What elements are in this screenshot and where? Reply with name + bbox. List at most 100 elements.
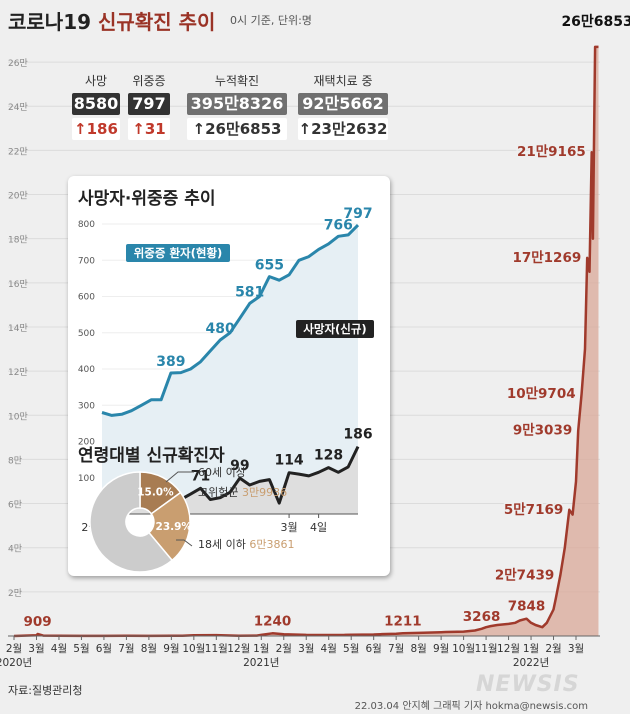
x-tick-label: 9월: [433, 643, 449, 655]
page-title: 코로나19 신규확진 추이: [8, 6, 215, 35]
y-tick-label: 2만: [8, 588, 22, 599]
death-area: [102, 446, 358, 514]
inset-y-tick: 200: [78, 438, 95, 448]
death-legend: 사망자(신규): [296, 320, 374, 338]
data-label: 7848: [508, 599, 546, 615]
data-label: 1240: [254, 613, 292, 629]
year-label: 2021년: [243, 657, 279, 669]
severe-line: [101, 224, 360, 417]
x-tick-label: 7월: [118, 643, 134, 655]
data-label: 9만3039: [513, 423, 572, 439]
year-label: 2020년: [0, 657, 32, 669]
pie-callout-young: 18세 이하 6만3861: [198, 537, 294, 551]
newsis-logo: NEWSIS: [476, 672, 580, 697]
title-part2: 신규확진 추이: [98, 10, 216, 34]
pie-callout-line: [165, 471, 194, 483]
inset-y-tick: 100: [78, 474, 95, 484]
y-tick-label: 14만: [8, 323, 28, 334]
pie-callout-line-2: [176, 539, 193, 547]
data-label: 5만7169: [504, 502, 563, 518]
title-part1: 코로나19: [8, 10, 92, 34]
severe-area: [102, 225, 358, 514]
data-label: 3268: [463, 609, 501, 625]
age-chart-title: 연령대별 신규확진자: [78, 446, 225, 466]
data-label: 21만9165: [517, 144, 586, 160]
stat-label-2: 누적확진: [214, 74, 260, 88]
x-tick-label: 5월: [73, 643, 89, 655]
pie-slice-label: 15.0%: [137, 487, 174, 499]
x-tick-label: 4월: [51, 643, 67, 655]
deaths-severe-chart: 1002003004005006007008003894805816557667…: [78, 206, 374, 573]
death-data-label: 71: [191, 468, 210, 484]
data-label: 2만7439: [495, 567, 554, 583]
pie-callout-old-1: 60세 이상: [198, 466, 246, 479]
inset-x-tick-label: 4일: [310, 520, 327, 534]
pie-callout-old-count: 3만9936: [242, 486, 287, 499]
y-tick-label: 8만: [8, 455, 22, 466]
severe-data-label: 655: [255, 258, 284, 274]
x-tick-label: 8월: [410, 643, 426, 655]
x-tick-label: 3월: [28, 643, 44, 655]
stat-change-3: ↑23만2632: [298, 118, 388, 140]
stat-label-0: 사망: [84, 74, 108, 88]
y-tick-label: 22만: [8, 146, 28, 157]
stat-label-1: 위중증: [132, 74, 166, 88]
stat-change-2: ↑26만6853: [187, 118, 287, 140]
pie-slice: [89, 471, 174, 573]
pie-callout-old-2: 고위험군 3만9936: [198, 486, 287, 499]
y-tick-label: 4만: [8, 544, 22, 555]
inset-y-tick: 600: [78, 293, 95, 303]
severe-data-label: 389: [156, 354, 185, 370]
severe-data-label: 766: [324, 217, 353, 233]
y-tick-label: 20만: [8, 191, 28, 202]
pie-slice-label: 23.9%: [156, 521, 193, 533]
x-tick-label: 1월: [253, 643, 269, 655]
severe-data-label: 581: [235, 284, 264, 300]
x-tick-label: 6월: [96, 643, 112, 655]
y-tick-label: 24만: [8, 102, 28, 113]
death-legend-label: 사망자(신규): [303, 322, 366, 336]
x-tick-label: 11월: [205, 643, 228, 655]
inset-y-tick: 400: [78, 365, 95, 375]
y-tick-label: 26만: [8, 58, 28, 69]
x-tick-label: 9월: [163, 643, 179, 655]
y-tick-label: 10만: [8, 411, 28, 422]
data-label: 909: [24, 614, 52, 630]
stat-value-1: 797: [128, 93, 170, 115]
death-data-label: 128: [314, 448, 343, 464]
data-label: 17만1269: [512, 250, 581, 266]
data-label: 1211: [384, 613, 422, 629]
death-legend-box: [296, 320, 374, 338]
death-data-label: 186: [343, 427, 372, 443]
x-tick-label: 2월: [545, 643, 561, 655]
stat-value-3: 92만5662: [298, 93, 388, 115]
stat-label-3: 재택치료 중: [313, 74, 373, 88]
inset-y-tick: 500: [78, 329, 95, 339]
x-tick-label: 1월: [523, 643, 539, 655]
x-tick-label: 2월: [6, 643, 22, 655]
severe-data-label: 480: [206, 321, 235, 337]
x-tick-label: 8월: [141, 643, 157, 655]
data-label: 26만6853: [561, 14, 630, 30]
x-tick-label: 5월: [343, 643, 359, 655]
x-tick-label: 3월: [298, 643, 314, 655]
death-data-label: 99: [230, 458, 249, 474]
pie-callout-young-count: 6만3861: [249, 538, 294, 551]
y-tick-label: 16만: [8, 279, 28, 290]
inset-x-tick-label: 3월: [281, 521, 298, 534]
year-label: 2022년: [513, 657, 549, 669]
x-tick-label: 4월: [321, 643, 337, 655]
x-tick-label: 12월: [227, 643, 250, 655]
x-tick-label: 2월: [276, 643, 292, 655]
inset-y-tick: 800: [78, 220, 95, 230]
x-tick-label: 12월: [497, 643, 520, 655]
severe-data-label: 797: [343, 206, 372, 222]
source-note: 자료:질병관리청: [8, 684, 83, 697]
severe-legend-label: 위중증 환자(현황): [134, 246, 223, 260]
stat-change-0: ↑186: [72, 118, 120, 140]
death-data-label: 114: [274, 453, 303, 469]
x-tick-label: 7월: [388, 643, 404, 655]
severe-legend-box: [126, 244, 230, 262]
page-subtitle: 0시 기준, 단위:명: [230, 14, 312, 27]
